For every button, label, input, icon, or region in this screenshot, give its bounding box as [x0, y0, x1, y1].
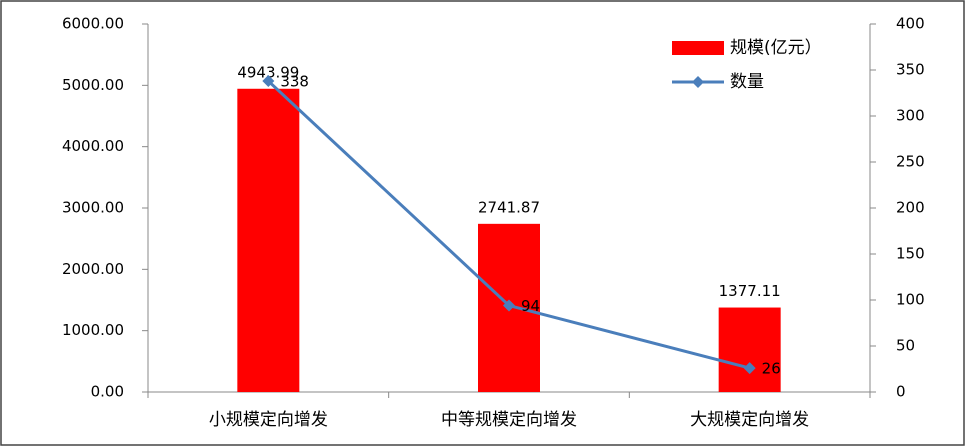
line-marker	[503, 299, 515, 312]
y-tick-label: 4000.00	[62, 137, 124, 155]
y2-tick-label: 100	[896, 291, 925, 309]
line-marker	[743, 362, 756, 375]
legend-marker	[692, 76, 704, 88]
y2-tick-label: 400	[896, 15, 925, 33]
bar-value-label: 2741.87	[478, 198, 540, 216]
line-value-label: 26	[762, 360, 781, 378]
y2-tick-label: 200	[896, 199, 925, 217]
bar	[718, 307, 781, 392]
y2-tick-label: 50	[896, 337, 915, 355]
legend-label: 规模(亿元）	[730, 38, 822, 58]
bar	[237, 88, 300, 392]
x-tick-label: 中等规模定向增发	[441, 410, 577, 430]
bar-value-label: 1377.11	[719, 282, 781, 300]
line-marker	[262, 75, 275, 88]
x-tick-label: 小规模定向增发	[209, 410, 328, 430]
y2-tick-label: 250	[896, 153, 925, 171]
y-tick-label: 5000.00	[62, 76, 124, 94]
y-tick-label: 0.00	[91, 383, 124, 401]
y2-tick-label: 150	[896, 245, 925, 263]
y2-tick-label: 300	[896, 107, 925, 125]
y-tick-label: 2000.00	[62, 260, 124, 278]
y-tick-label: 3000.00	[62, 199, 124, 217]
y2-tick-label: 350	[896, 61, 925, 79]
y-tick-label: 6000.00	[62, 15, 124, 33]
legend-swatch	[672, 41, 724, 55]
y-tick-label: 1000.00	[62, 321, 124, 339]
y2-tick-label: 0	[896, 383, 906, 401]
x-tick-label: 大规模定向增发	[690, 410, 809, 430]
line-value-label: 338	[280, 73, 309, 91]
line-value-label: 94	[521, 297, 540, 315]
legend-label: 数量	[730, 72, 764, 92]
bar-value-label: 4943.99	[237, 63, 299, 81]
